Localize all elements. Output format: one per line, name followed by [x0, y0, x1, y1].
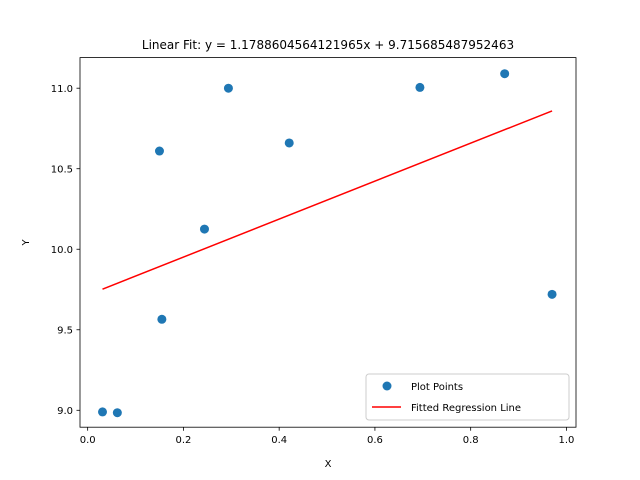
x-axis-label: X — [325, 459, 332, 470]
scatter-point — [199, 224, 209, 234]
y-tick-label: 11.0 — [51, 84, 73, 95]
scatter-point — [157, 314, 167, 324]
scatter-point — [500, 69, 510, 79]
legend-label-plot-points: Plot Points — [411, 382, 463, 393]
y-tick-label: 10.5 — [51, 164, 73, 175]
y-tick-label: 9.0 — [57, 406, 73, 417]
chart-title: Linear Fit: y = 1.1788604564121965x + 9.… — [142, 38, 514, 52]
scatter-point — [154, 146, 164, 156]
plot-area — [80, 57, 576, 428]
y-axis-label: Y — [21, 238, 32, 246]
scatter-point — [415, 82, 425, 92]
regression-line — [102, 110, 553, 290]
series-layer — [98, 69, 557, 418]
x-tick-label: 0.2 — [175, 435, 191, 446]
scatter-point — [223, 83, 233, 93]
x-tick-label: 1.0 — [558, 435, 574, 446]
legend-box — [365, 373, 570, 421]
x-tick-label: 0.8 — [463, 435, 479, 446]
y-axis-ticks: 9.0 9.5 10.0 10.5 11.0 — [51, 84, 80, 417]
scatter-point — [547, 289, 557, 299]
legend: Plot Points Fitted Regression Line — [365, 373, 570, 421]
x-tick-label: 0.6 — [367, 435, 383, 446]
scatter-point — [284, 138, 294, 148]
x-axis-ticks: 0.0 0.2 0.4 0.6 0.8 1.0 — [80, 427, 574, 446]
scatter-point — [98, 407, 108, 417]
y-tick-label: 9.5 — [57, 325, 73, 336]
scatter-point — [112, 408, 122, 418]
x-tick-label: 0.0 — [80, 435, 96, 446]
legend-label-regression-line: Fitted Regression Line — [411, 403, 521, 414]
legend-marker-plot-points — [382, 381, 392, 391]
x-tick-label: 0.4 — [271, 435, 287, 446]
y-tick-label: 10.0 — [51, 245, 73, 256]
plot-frame — [79, 57, 577, 428]
